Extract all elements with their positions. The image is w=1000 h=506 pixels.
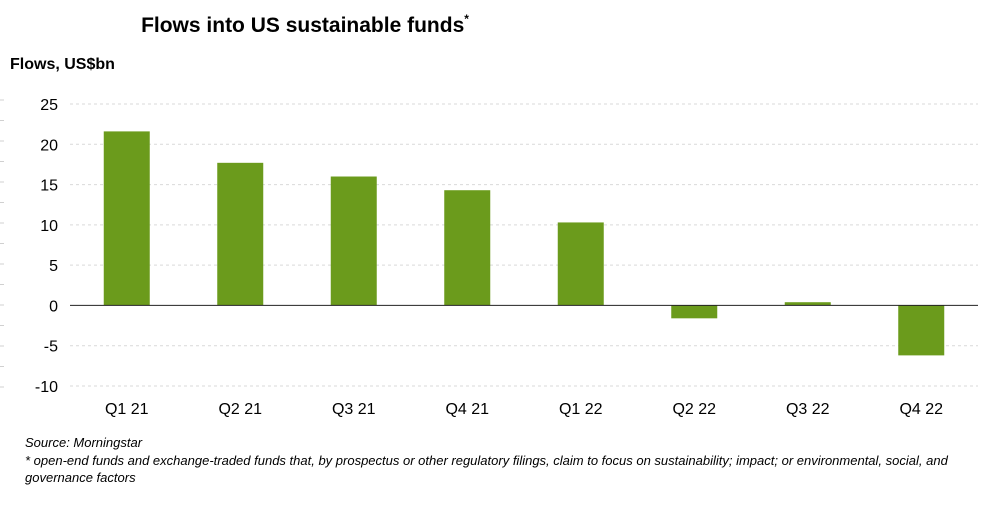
- x-tick-label: Q4 22: [899, 401, 943, 418]
- x-tick-label: Q3 21: [332, 401, 376, 418]
- chart-title-text: Flows into US sustainable funds: [141, 14, 465, 37]
- bars: [103, 131, 945, 356]
- x-tick-label: Q3 22: [786, 401, 830, 418]
- bar: [103, 131, 150, 306]
- bar: [671, 305, 718, 319]
- y-tick-label: -5: [44, 339, 58, 356]
- source-note: Source: Morningstar: [25, 435, 143, 450]
- bar: [784, 302, 831, 306]
- x-tick-labels: Q1 21 Q2 21 Q3 21 Q4 21 Q1 22 Q2 22 Q3 22 Q4 22: [105, 401, 943, 418]
- footnote: * open-end funds and exchange-traded fun…: [25, 452, 948, 486]
- y-tick-label: 10: [40, 218, 58, 235]
- y-tick-label: 25: [40, 97, 58, 114]
- bar: [217, 162, 264, 306]
- left-edge-ticks: [0, 99, 4, 388]
- bar: [330, 176, 377, 306]
- chart-footer: Source: Morningstar * open-end funds and…: [25, 434, 975, 487]
- bar: [557, 222, 604, 306]
- x-tick-label: Q1 21: [105, 401, 149, 418]
- x-tick-label: Q2 21: [218, 401, 262, 418]
- x-tick-label: Q2 22: [672, 401, 716, 418]
- title-footnote-marker: *: [464, 12, 469, 26]
- x-tick-label: Q1 22: [559, 401, 603, 418]
- chart-title: Flows into US sustainable funds*: [0, 12, 610, 38]
- y-tick-label: -10: [35, 379, 58, 396]
- gridlines: [70, 103, 978, 387]
- y-tick-label: 15: [40, 178, 58, 195]
- y-tick-label: 5: [49, 258, 58, 275]
- x-tick-label: Q4 21: [445, 401, 489, 418]
- y-tick-label: 20: [40, 137, 58, 154]
- y-axis-label: Flows, US$bn: [10, 56, 115, 73]
- bar: [898, 305, 945, 356]
- bar: [444, 190, 491, 306]
- y-tick-label: 0: [49, 298, 58, 315]
- y-tick-labels: 25 20 15 10 5 0 -5 -10: [35, 97, 58, 396]
